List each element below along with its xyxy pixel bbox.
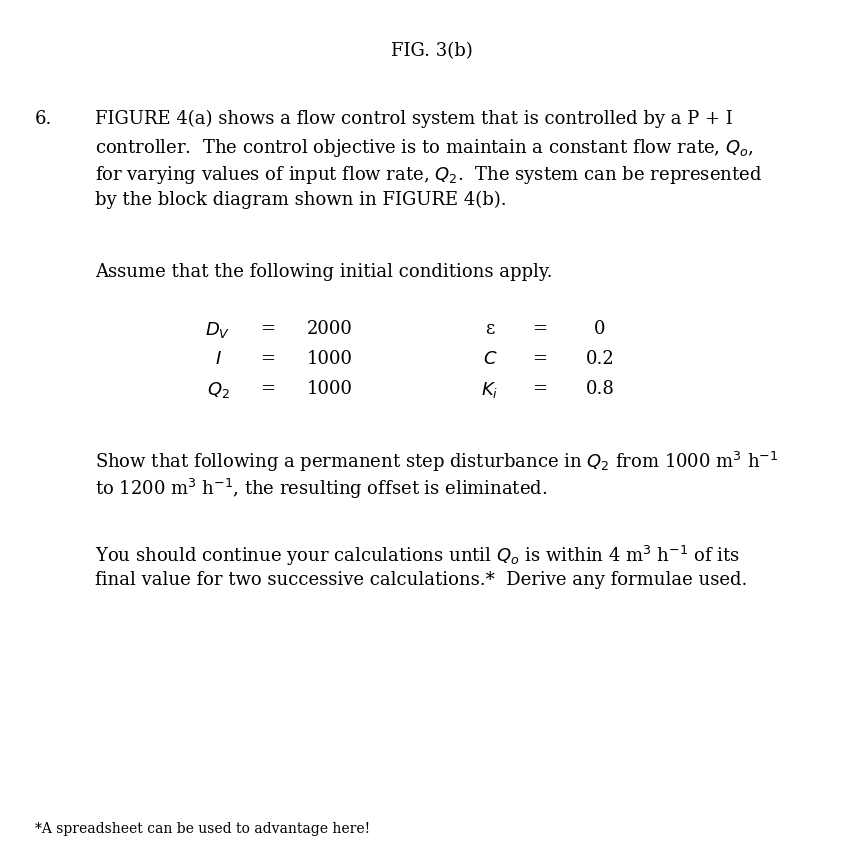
Text: 1000: 1000 [307,350,353,368]
Text: =: = [532,350,548,368]
Text: $C$: $C$ [483,350,498,368]
Text: FIGURE 4(a) shows a flow control system that is controlled by a P + I: FIGURE 4(a) shows a flow control system … [95,110,733,128]
Text: 1000: 1000 [307,380,353,398]
Text: for varying values of input flow rate, $Q_2$.  The system can be represented: for varying values of input flow rate, $… [95,164,762,186]
Text: $I$: $I$ [214,350,221,368]
Text: $D_V$: $D_V$ [206,320,231,340]
Text: 0: 0 [594,320,606,338]
Text: =: = [532,380,548,398]
Text: final value for two successive calculations.*  Derive any formulae used.: final value for two successive calculati… [95,571,747,589]
Text: =: = [532,320,548,338]
Text: =: = [261,380,276,398]
Text: 6.: 6. [35,110,53,128]
Text: Assume that the following initial conditions apply.: Assume that the following initial condit… [95,263,552,281]
Text: 0.8: 0.8 [586,380,614,398]
Text: controller.  The control objective is to maintain a constant flow rate, $Q_o$,: controller. The control objective is to … [95,137,753,159]
Text: 0.2: 0.2 [586,350,614,368]
Text: FIG. 3(b): FIG. 3(b) [391,42,473,60]
Text: to 1200 m$^3$ h$^{-1}$, the resulting offset is eliminated.: to 1200 m$^3$ h$^{-1}$, the resulting of… [95,477,548,501]
Text: Show that following a permanent step disturbance in $Q_2$ from 1000 m$^3$ h$^{-1: Show that following a permanent step dis… [95,450,778,474]
Text: ε: ε [486,320,495,338]
Text: 2000: 2000 [307,320,353,338]
Text: *A spreadsheet can be used to advantage here!: *A spreadsheet can be used to advantage … [35,822,370,836]
Text: =: = [261,320,276,338]
Text: =: = [261,350,276,368]
Text: $K_i$: $K_i$ [481,380,499,400]
Text: You should continue your calculations until $Q_o$ is within 4 m$^3$ h$^{-1}$ of : You should continue your calculations un… [95,544,740,569]
Text: by the block diagram shown in FIGURE 4(b).: by the block diagram shown in FIGURE 4(b… [95,191,506,209]
Text: $Q_2$: $Q_2$ [206,380,230,400]
